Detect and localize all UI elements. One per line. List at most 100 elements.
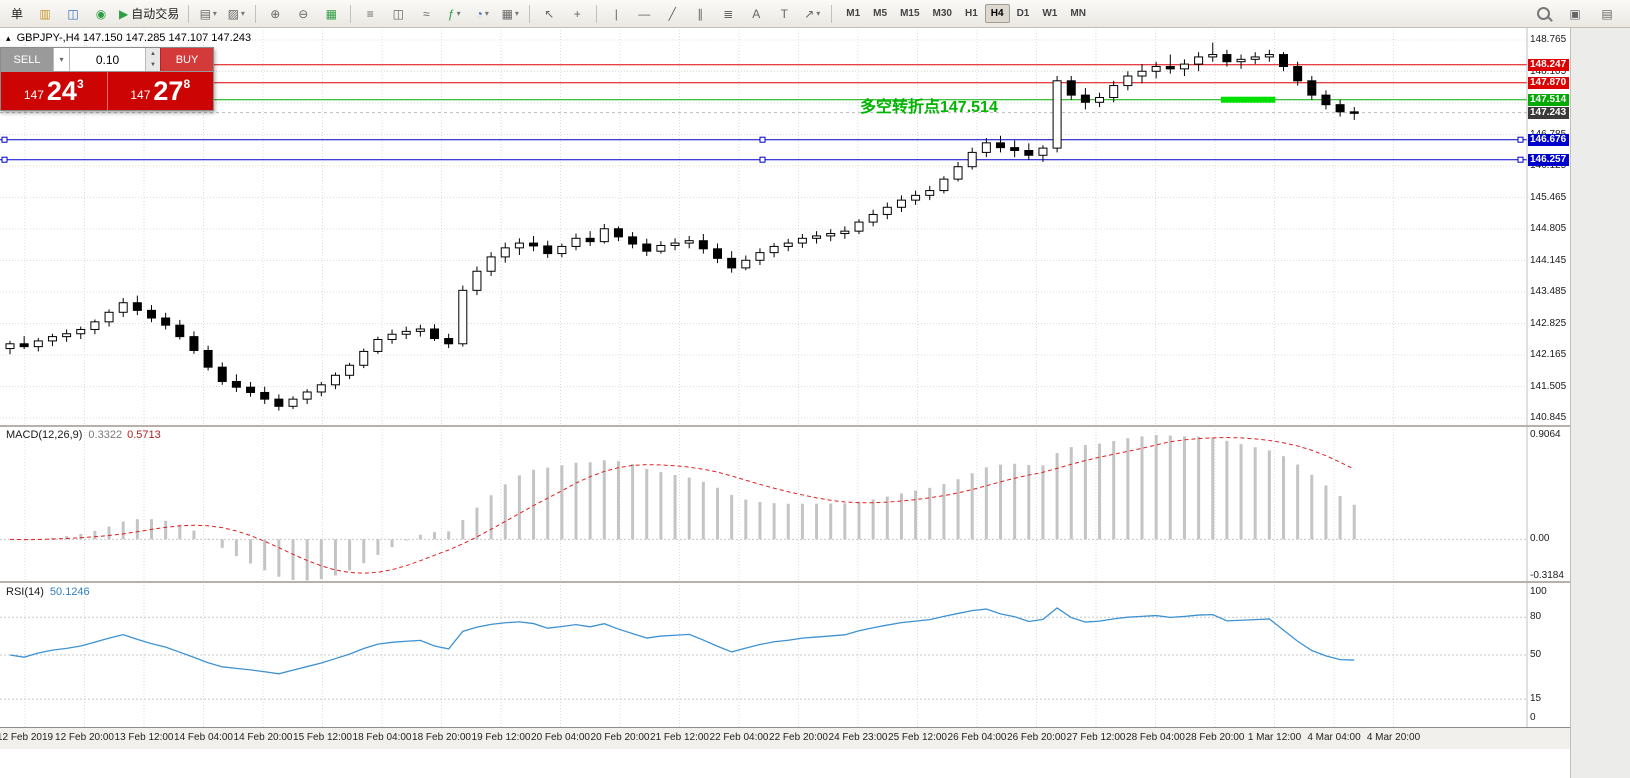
buy-button[interactable]: BUY [160, 48, 213, 71]
level-price-tag: 146.257 [1528, 153, 1569, 166]
timeframe-m15-button[interactable]: M15 [900, 8, 920, 19]
tile-windows-button[interactable]: ▦ [318, 3, 344, 25]
templates-button[interactable]: ▦ ▾ [497, 3, 523, 25]
time-axis-label: 21 Feb 12:00 [650, 732, 709, 743]
rsi-scale-label: 0 [1530, 712, 1536, 723]
text-tool-button[interactable]: A [743, 3, 769, 25]
search-icon [1536, 7, 1550, 20]
chevron-down-icon: ▾ [212, 9, 217, 18]
level-price-tag: 147.870 [1528, 76, 1569, 89]
timeframe-m30-button[interactable]: M30 [932, 8, 952, 19]
price-chart-canvas[interactable] [0, 0, 1570, 778]
time-axis-label: 25 Feb 12:00 [888, 732, 947, 743]
time-axis-label: 12 Feb 2019 [0, 732, 54, 743]
timeframe-d1-button[interactable]: D1 [1016, 8, 1030, 19]
profiles-button[interactable]: ▨ ▾ [223, 3, 249, 25]
step-down-icon[interactable]: ▼ [150, 62, 156, 69]
collapse-panel-icon[interactable]: ▴ [6, 33, 11, 43]
rsi-scale-label: 80 [1530, 611, 1542, 623]
crosshair-button[interactable]: + [564, 3, 590, 25]
timeframe-mn-button[interactable]: MN [1070, 8, 1086, 19]
timeframe-h1-button[interactable]: H1 [964, 8, 978, 19]
toolbar-separator [255, 4, 257, 23]
toolbar-separator [596, 4, 598, 23]
time-axis-label: 1 Mar 12:00 [1247, 732, 1302, 743]
text-icon: A [752, 6, 761, 21]
cascade-button[interactable]: ▤ [1594, 3, 1620, 25]
price-scale-label: 141.505 [1530, 380, 1567, 392]
toolbar-separator [188, 4, 190, 23]
time-axis-label: 13 Feb 12:00 [114, 732, 174, 743]
price-scale-label: 142.825 [1530, 317, 1567, 329]
price-scale[interactable]: 148.765148.105147.445146.785146.125145.4… [1528, 28, 1570, 748]
price-scale-label: 140.845 [1530, 412, 1567, 423]
timeframe-m1-button[interactable]: M1 [846, 8, 861, 19]
vertical-line-button[interactable]: | [603, 3, 629, 25]
periods-button[interactable]: ◔ ▾ [469, 3, 495, 25]
search-button[interactable] [1530, 3, 1556, 25]
time-axis-label: 18 Feb 20:00 [412, 732, 471, 743]
time-axis[interactable]: 12 Feb 2019 12 Feb 20:00 13 Feb 12:00 14 Fe… [0, 727, 1570, 749]
rsi-name: RSI(14) [6, 586, 44, 598]
sell-price-prefix: 147 [23, 88, 44, 102]
macd-main-value: 0.3322 [88, 429, 123, 441]
horizontal-level-lines[interactable] [0, 64, 1527, 163]
sell-price-button[interactable]: 147 24 3 [1, 72, 108, 110]
trendline-button[interactable]: ╱ [659, 3, 685, 25]
level-price-tag: 148.247 [1528, 58, 1569, 71]
horizontal-line-button[interactable]: — [631, 3, 657, 25]
volume-input[interactable]: 0.10 [69, 48, 145, 71]
one-click-trade-panel: SELL ▾ 0.10 ▲ ▼ BUY 147 24 3 147 27 8 [0, 47, 214, 111]
autotrading-icon: ▶ [119, 6, 129, 21]
indicators-button[interactable]: ƒ ▾ [441, 3, 467, 25]
windows-button[interactable]: ▣ [1562, 3, 1588, 25]
macd-panel-divider[interactable] [0, 425, 1570, 427]
pivot-highlight-segment[interactable] [1220, 96, 1276, 103]
templates-icon: ▦ [501, 6, 513, 21]
bar-chart-icon: ≡ [366, 6, 374, 21]
buy-price-big: 27 [153, 75, 184, 106]
autotrading-button[interactable]: ▶ 自动交易 [116, 3, 182, 25]
chevron-down-icon: ▾ [816, 9, 821, 18]
label-tool-button[interactable]: T [771, 3, 797, 25]
arrow-icon: ↗ [804, 6, 815, 21]
channel-button[interactable]: ∥ [687, 3, 713, 25]
sell-dropdown[interactable]: ▾ [53, 48, 69, 71]
line-mode-button[interactable]: ≈ [413, 3, 439, 25]
time-axis-label: 22 Feb 20:00 [769, 732, 828, 743]
macd-scale-label: -0.3184 [1530, 570, 1564, 581]
time-axis-label: 20 Feb 04:00 [531, 732, 590, 743]
volume-stepper[interactable]: ▲ ▼ [145, 48, 160, 71]
timeframe-h4-button[interactable]: H4 [984, 4, 1010, 23]
zoom-out-button[interactable]: ⊖ [290, 3, 316, 25]
rsi-value: 50.1246 [49, 586, 90, 598]
candles-mode-button[interactable]: ◫ [385, 3, 411, 25]
horizontal-line-icon: — [638, 6, 651, 21]
fibonacci-button[interactable]: ≣ [715, 3, 741, 25]
time-axis-label: 19 Feb 12:00 [471, 732, 531, 743]
rsi-panel-divider[interactable] [0, 581, 1570, 583]
timeframe-m5-button[interactable]: M5 [873, 8, 888, 19]
timeframe-w1-button[interactable]: W1 [1042, 8, 1058, 19]
step-up-icon[interactable]: ▲ [150, 50, 156, 57]
terminal-button[interactable]: ◉ [88, 3, 114, 25]
pivot-annotation[interactable]: 多空转折点147.514 [860, 99, 998, 116]
navigator-button[interactable]: ◫ [60, 3, 86, 25]
market-watch-button[interactable]: ▥ [32, 3, 58, 25]
grid [0, 30, 1527, 727]
macd-name: MACD(12,26,9) [6, 429, 83, 441]
arrows-tool-button[interactable]: ↗ ▾ [799, 3, 825, 25]
zoom-out-icon: ⊖ [298, 6, 309, 21]
rsi-line [9, 607, 1355, 675]
level-price-tag: 146.676 [1528, 133, 1569, 146]
new-order-button[interactable]: 单 [10, 7, 23, 21]
buy-price-button[interactable]: 147 27 8 [108, 72, 214, 110]
cursor-icon: ↖ [544, 6, 555, 21]
zoom-in-button[interactable]: ⊕ [262, 3, 288, 25]
rsi-scale-label: 100 [1530, 586, 1547, 597]
bars-mode-button[interactable]: ≡ [357, 3, 383, 25]
cursor-button[interactable]: ↖ [536, 3, 562, 25]
new-chart-button[interactable]: ▤ ▾ [195, 3, 221, 25]
timeframe-toolbar: M1 M5 M15 M30 H1 H4 D1 W1 MN [840, 4, 1092, 23]
sell-button[interactable]: SELL [1, 48, 53, 71]
